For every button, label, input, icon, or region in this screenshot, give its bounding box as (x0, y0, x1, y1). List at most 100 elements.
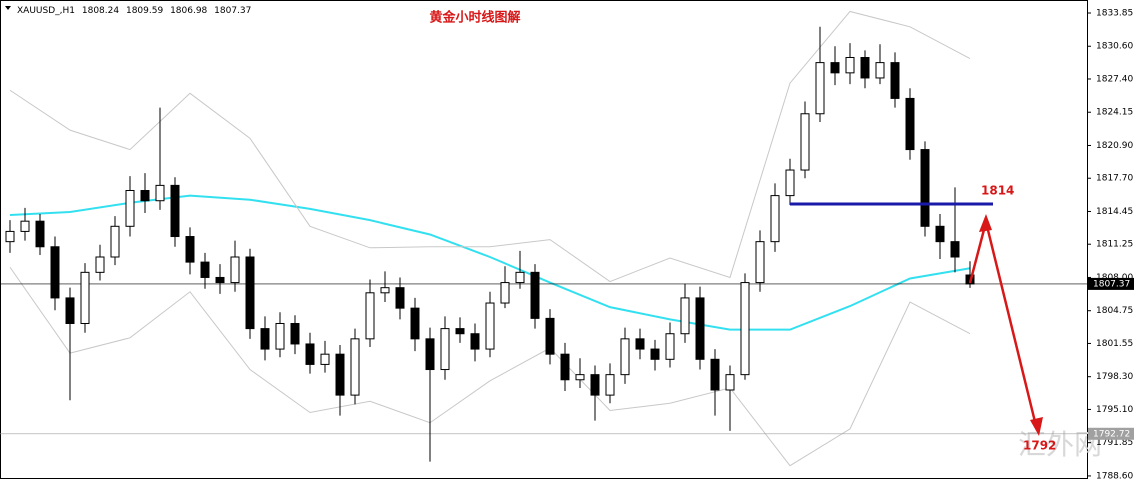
candle-body (320, 353, 330, 365)
candle-body (455, 328, 465, 335)
candle-body (800, 113, 810, 171)
y-tick-label: 1824.15 (1096, 108, 1133, 118)
candle-body (680, 297, 690, 335)
candle-body (785, 169, 795, 197)
candle-body (740, 282, 750, 376)
y-tick-label: 1788.60 (1096, 471, 1133, 479)
price-label-box (1088, 427, 1134, 440)
candle-body (125, 189, 135, 227)
candle-body (530, 271, 540, 319)
candle-body (470, 333, 480, 350)
y-tick-label: 1811.25 (1096, 240, 1133, 250)
candle-body (350, 338, 360, 396)
annotation: 1814 (981, 184, 1014, 198)
y-tick-label: 1833.85 (1096, 8, 1133, 18)
y-tick-label: 1791.85 (1096, 438, 1133, 448)
header: XAUUSD_,H1 1808.24 1809.59 1806.98 1807.… (17, 6, 251, 16)
candle-body (575, 374, 585, 381)
candle-body (110, 225, 120, 258)
candle-body (365, 292, 375, 340)
candle-body (155, 184, 165, 202)
candle-body (920, 149, 930, 227)
candle-body (260, 328, 270, 350)
candle-body (665, 333, 675, 360)
header-close: 1807.37 (214, 6, 251, 16)
candle-body (950, 241, 960, 258)
candle-body (290, 322, 300, 345)
candle-body (185, 236, 195, 263)
candle-body (305, 343, 315, 365)
candle-body (590, 374, 600, 396)
candle-body (620, 338, 630, 376)
candle-body (635, 338, 645, 350)
candle-body (890, 62, 900, 99)
arrow-head (1030, 417, 1043, 436)
candle-body (875, 62, 885, 79)
candle-body (95, 256, 105, 273)
y-tick-label: 1827.40 (1096, 74, 1133, 84)
chart-title: 黄金小时线图解 (429, 10, 520, 26)
y-tick-label: 1801.55 (1096, 339, 1133, 349)
candle-body (830, 62, 840, 74)
candle-body (935, 225, 945, 243)
candle-body (140, 189, 150, 202)
candle-body (605, 374, 615, 396)
candle-body (845, 56, 855, 74)
menu-arrow[interactable] (5, 6, 11, 10)
candle-body (710, 358, 720, 391)
y-tick-label: 1820.90 (1096, 141, 1133, 151)
y-tick-label: 1804.75 (1096, 306, 1133, 316)
candle-body (245, 256, 255, 330)
candle-body (410, 307, 420, 340)
candle-body (80, 271, 90, 324)
candle-body (20, 220, 30, 232)
candle-body (860, 56, 870, 79)
candle-body (650, 348, 660, 360)
candle-body (905, 97, 915, 151)
arrow-head (979, 214, 992, 232)
candle-body (200, 261, 210, 278)
candle-body (560, 353, 570, 381)
candle-body (440, 328, 450, 371)
y-tick-label: 1795.10 (1096, 405, 1133, 415)
candle-body (380, 287, 390, 294)
candle-body (335, 353, 345, 396)
y-tick-label: 1798.30 (1096, 372, 1133, 382)
candle-body (425, 338, 435, 371)
symbol: XAUUSD_,H1 (17, 6, 75, 16)
candle-body (50, 246, 60, 299)
candle-body (500, 282, 510, 304)
candle-body (755, 241, 765, 284)
candle-body (770, 195, 780, 243)
price-label: 1792.72 (1093, 429, 1130, 439)
y-tick-label: 1814.45 (1096, 207, 1133, 217)
candle-body (395, 287, 405, 309)
bollinger-band (9, 10, 971, 283)
candle-body (215, 276, 225, 284)
price-label: 1807.37 (1093, 279, 1130, 289)
moving-average (9, 194, 971, 331)
plot (0, 10, 1087, 467)
candle-body (230, 256, 240, 284)
header-low: 1806.98 (170, 6, 207, 16)
candle-body (65, 297, 75, 324)
candle-body (485, 302, 495, 350)
header-high: 1809.59 (126, 6, 163, 16)
price-label-box (1088, 277, 1134, 290)
candle-body (275, 322, 285, 350)
candle-body (170, 184, 180, 238)
candle-body (815, 62, 825, 115)
y-tick-label: 1830.60 (1096, 42, 1133, 52)
bollinger-band (9, 266, 971, 467)
candle-body (35, 220, 45, 248)
candle-body (5, 230, 15, 243)
annotation: 1792 (1023, 439, 1056, 453)
candle-body (545, 317, 555, 355)
candle-body (515, 271, 525, 284)
y-tick-label: 1817.70 (1096, 174, 1133, 184)
header-open: 1808.24 (82, 6, 119, 16)
candle-body (695, 297, 705, 360)
candle-body (725, 374, 735, 391)
